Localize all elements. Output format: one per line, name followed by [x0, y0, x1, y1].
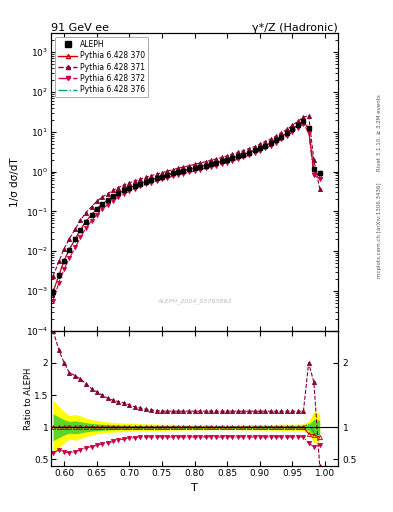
Text: mcplots.cern.ch [arXiv:1306.3436]: mcplots.cern.ch [arXiv:1306.3436] [377, 183, 382, 278]
Legend: ALEPH, Pythia 6.428 370, Pythia 6.428 371, Pythia 6.428 372, Pythia 6.428 376: ALEPH, Pythia 6.428 370, Pythia 6.428 37… [55, 37, 148, 97]
X-axis label: T: T [191, 483, 198, 493]
Text: ALEPH_2004_S5765862: ALEPH_2004_S5765862 [157, 298, 232, 304]
Text: 91 GeV ee: 91 GeV ee [51, 23, 109, 32]
Y-axis label: 1/σ dσ/dT: 1/σ dσ/dT [10, 157, 20, 207]
Text: Rivet 3.1.10, ≥ 3.2M events: Rivet 3.1.10, ≥ 3.2M events [377, 95, 382, 172]
Text: γ*/Z (Hadronic): γ*/Z (Hadronic) [252, 23, 338, 32]
Y-axis label: Ratio to ALEPH: Ratio to ALEPH [24, 367, 33, 430]
